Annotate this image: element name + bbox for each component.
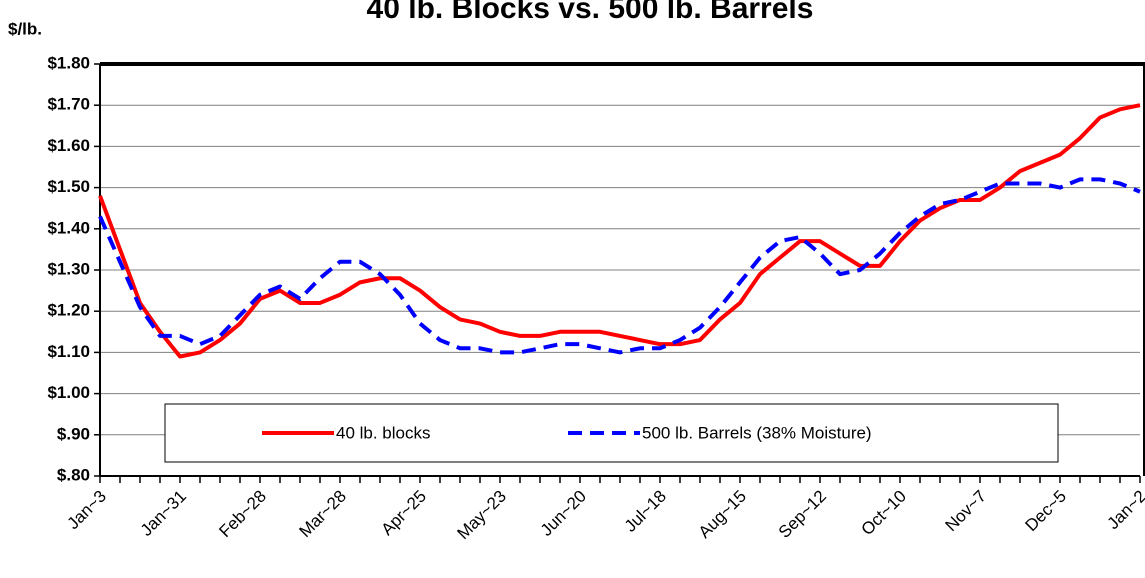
- y-tick-label: $.90: [57, 424, 90, 443]
- x-tick-label: Dec~5: [1021, 487, 1070, 536]
- x-tick-label: Nov~7: [941, 487, 990, 536]
- x-tick-label: Sep~12: [775, 487, 830, 542]
- y-tick-label: $1.80: [47, 53, 90, 72]
- y-axis-label: $/lb.: [8, 19, 42, 38]
- series-line: [98, 177, 1141, 355]
- y-tick-label: $1.70: [47, 95, 90, 114]
- y-tick-label: $1.30: [47, 259, 90, 278]
- x-tick-label: Jan~3: [63, 487, 110, 534]
- x-tick-label: Aug~15: [695, 487, 750, 542]
- x-tick-label: Feb~28: [215, 487, 270, 542]
- x-tick-label: May~23: [453, 487, 510, 544]
- x-tick-label: Jul~18: [621, 487, 670, 536]
- chart-title: 40 lb. Blocks vs. 500 lb. Barrels: [367, 0, 814, 25]
- series-line: [98, 103, 1141, 359]
- legend-label: 500 lb. Barrels (38% Moisture): [642, 423, 872, 442]
- legend-label: 40 lb. blocks: [336, 423, 431, 442]
- x-tick-label: Jan~2: [1103, 487, 1145, 534]
- x-tick-label: Apr~25: [377, 487, 430, 540]
- y-tick-label: $1.50: [47, 177, 90, 196]
- y-tick-label: $.80: [57, 465, 90, 484]
- y-tick-label: $1.10: [47, 342, 90, 361]
- y-tick-label: $1.20: [47, 301, 90, 320]
- y-tick-label: $1.60: [47, 136, 90, 155]
- x-tick-label: Jun~20: [537, 487, 590, 540]
- y-tick-label: $1.00: [47, 383, 90, 402]
- x-tick-label: Mar~28: [295, 487, 350, 542]
- x-tick-label: Oct~10: [857, 487, 910, 540]
- x-tick-label: Jan~31: [137, 487, 190, 540]
- y-tick-label: $1.40: [47, 218, 90, 237]
